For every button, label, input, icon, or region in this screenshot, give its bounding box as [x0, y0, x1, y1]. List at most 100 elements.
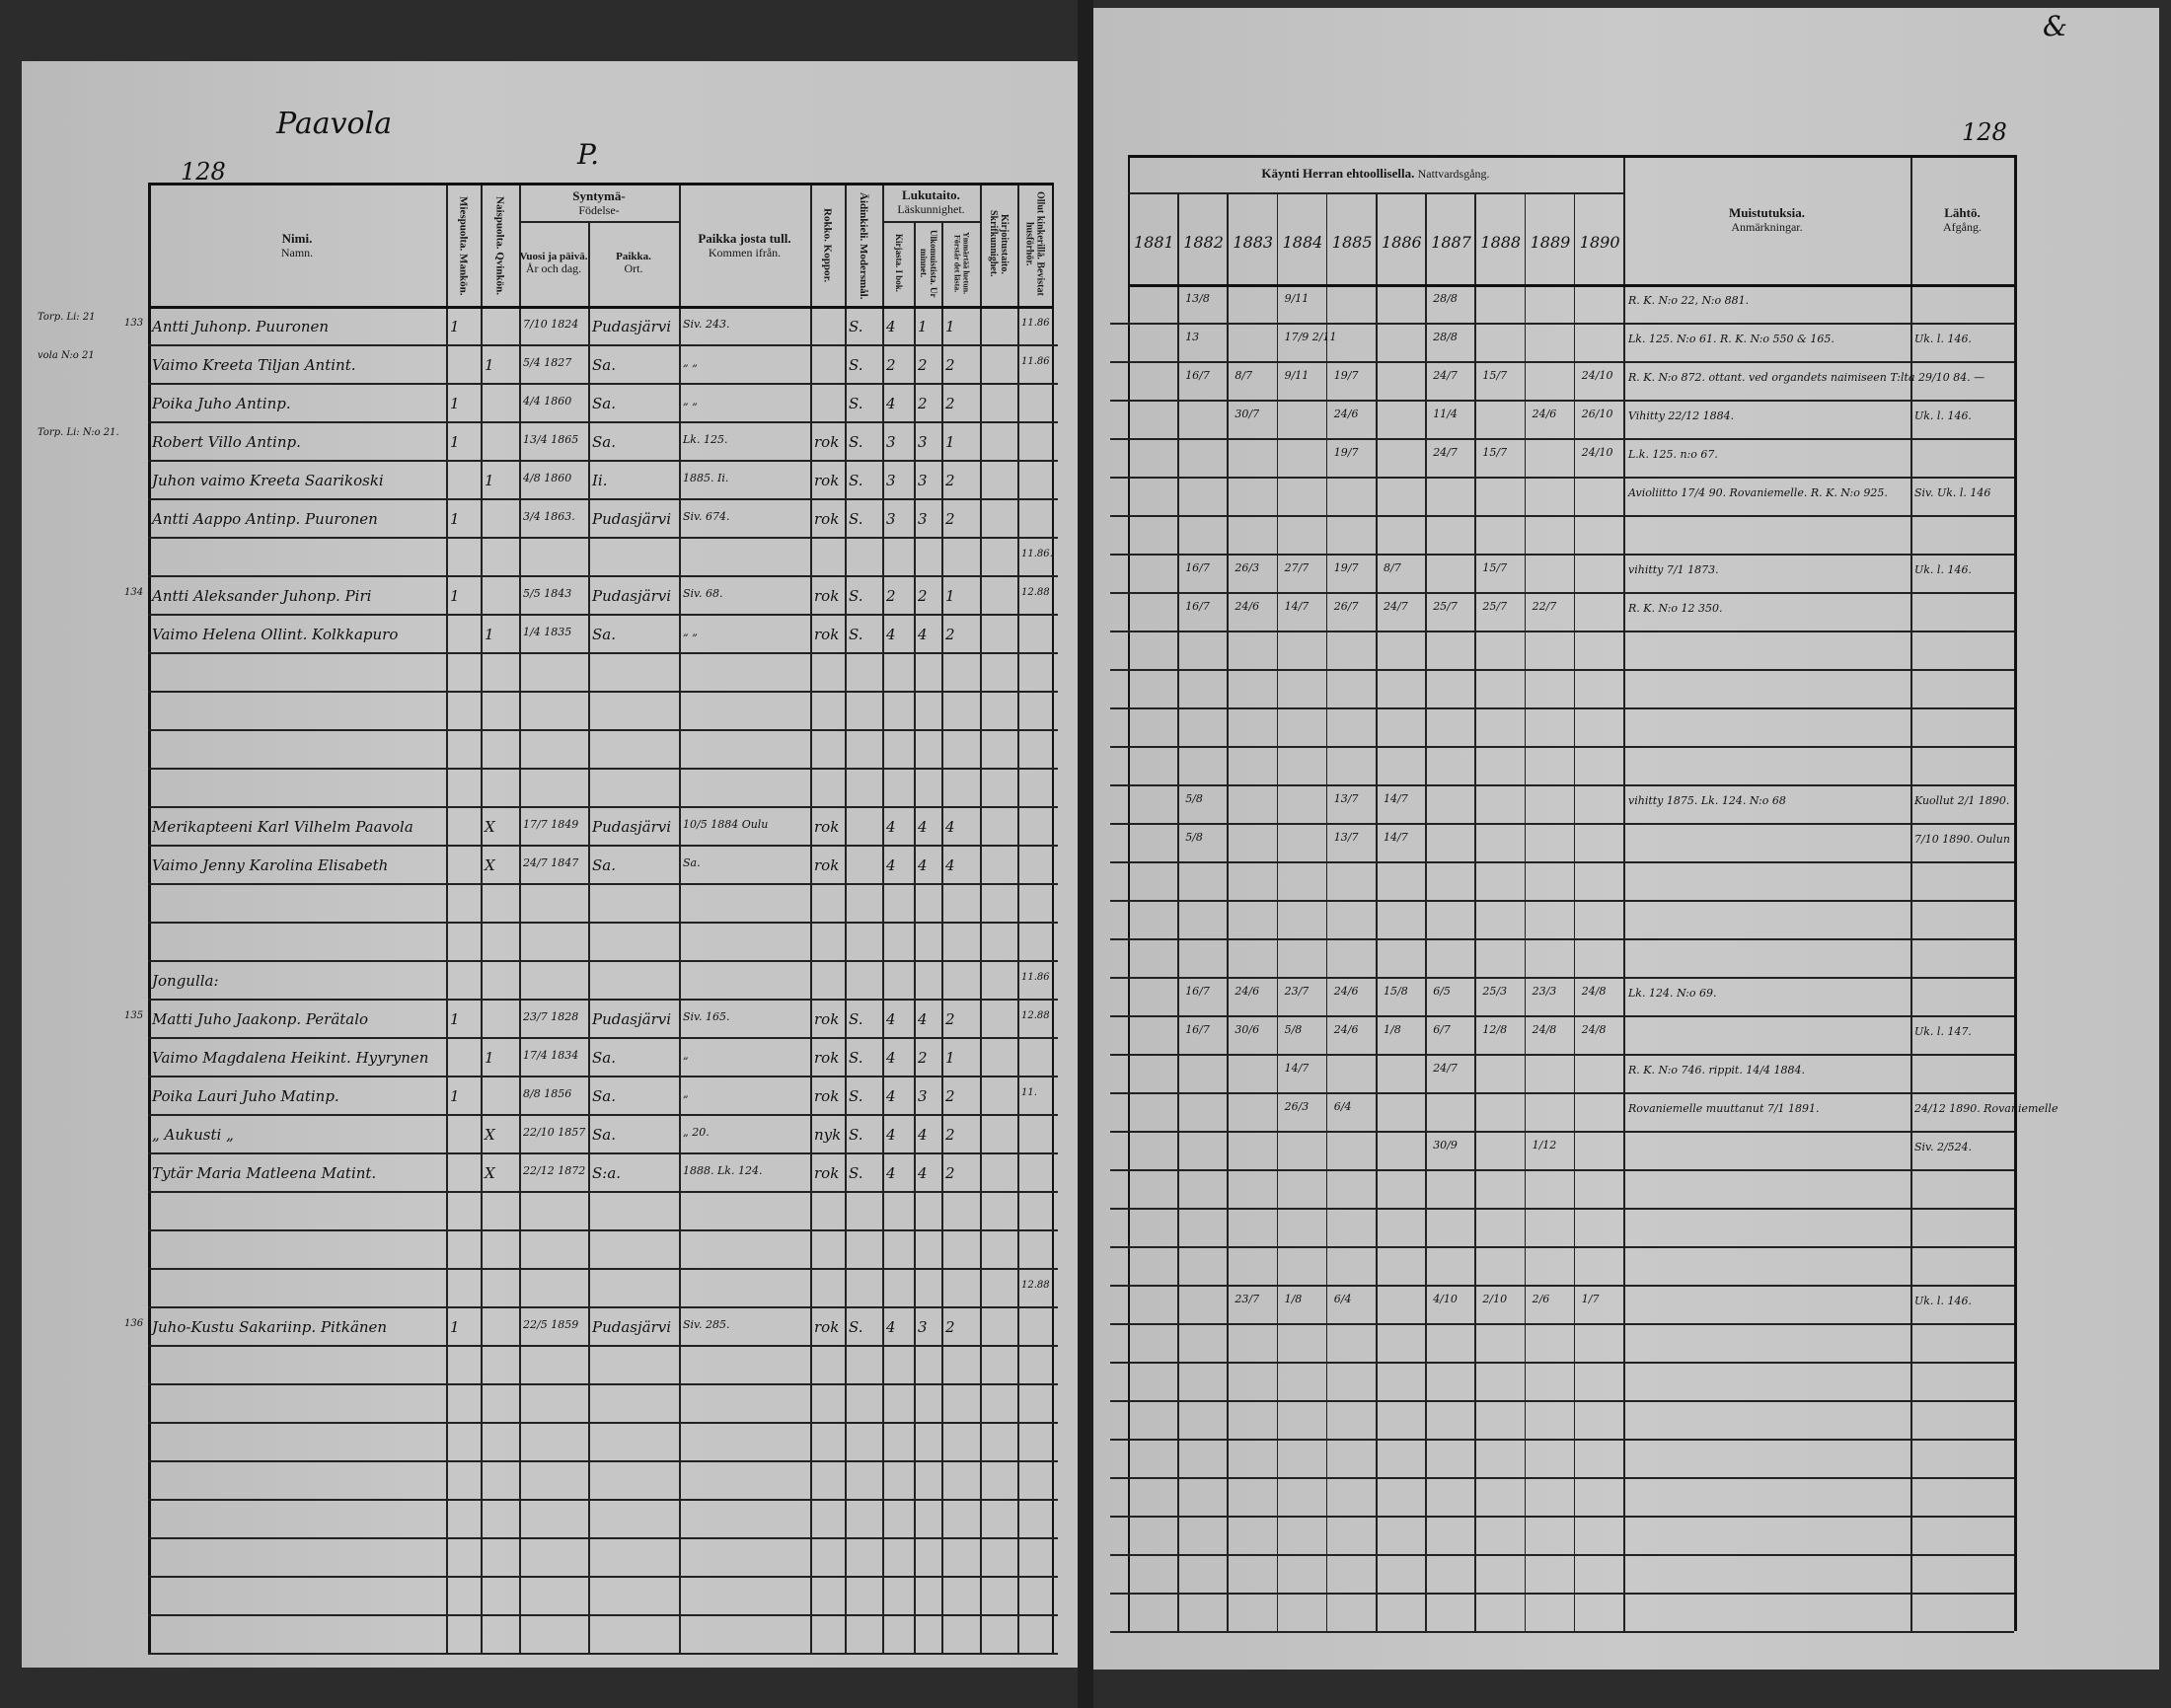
- reads-from-book: 4: [886, 1164, 896, 1182]
- smallpox-mark: nyk: [814, 1126, 842, 1144]
- communion-date: 19/7: [1333, 446, 1359, 459]
- communion-date: 1/12: [1532, 1139, 1557, 1151]
- communion-date: 24/6: [1333, 408, 1359, 420]
- communion-date: 14/7: [1384, 831, 1408, 844]
- row-line: [1110, 554, 2014, 556]
- row-line: [148, 1537, 1058, 1539]
- left-page: [22, 61, 1080, 1668]
- column-divider: [1325, 192, 1328, 1631]
- communion-subheader-divider: [1128, 192, 1623, 194]
- literacy-subheader-divider: [882, 221, 980, 223]
- person-name: Robert Villo Antinp.: [152, 433, 301, 451]
- understands-text: 2: [945, 1087, 955, 1105]
- departure-note: Uk. l. 146.: [1914, 1295, 1972, 1307]
- birth-place: S:a.: [592, 1164, 622, 1182]
- reads-from-memory: 3: [918, 1318, 928, 1336]
- year-header-1888: 1888: [1480, 233, 1522, 252]
- came-from: „ 20.: [683, 1126, 710, 1139]
- row-line: [1110, 592, 2014, 594]
- row-line: [1110, 1362, 2014, 1364]
- reads-from-memory: 4: [918, 856, 928, 874]
- birth-place: Pudasjärvi: [592, 1318, 672, 1336]
- row-line: [1110, 631, 2014, 632]
- birth-place: Sa.: [592, 1087, 616, 1105]
- column-divider: [1524, 192, 1527, 1631]
- mother-tongue: S.: [849, 1049, 863, 1067]
- reads-from-book: 2: [886, 356, 896, 374]
- reads-from-book: 4: [886, 818, 896, 836]
- communion-date: 24/10: [1581, 446, 1613, 459]
- header-smallpox: Rokko. Koppor.: [821, 208, 834, 283]
- male-mark: 1: [450, 510, 460, 528]
- communion-date: 5/8: [1185, 792, 1203, 805]
- remark: Lk. 124. N:o 69.: [1628, 987, 1717, 1000]
- communion-date: 28/8: [1433, 292, 1458, 305]
- year-header-1882: 1882: [1183, 233, 1224, 252]
- row-line: [1110, 1246, 2014, 1248]
- catechism-attendance: 11.86: [1021, 356, 1050, 367]
- birth-date: 5/4 1827: [523, 356, 572, 369]
- right-page-number: 128: [1962, 118, 2007, 146]
- communion-date: 2/6: [1532, 1293, 1550, 1305]
- remark: vihitty 7/1 1873.: [1628, 563, 1719, 576]
- communion-date: 19/7: [1333, 369, 1359, 382]
- came-from: 1888. Lk. 124.: [683, 1164, 763, 1177]
- communion-date: 16/7: [1185, 561, 1210, 574]
- reads-from-memory: 4: [918, 1126, 928, 1144]
- female-mark: X: [485, 856, 495, 874]
- birth-subheader-divider: [519, 221, 679, 223]
- reads-from-book: 4: [886, 1049, 896, 1067]
- departure-note: Siv. 2/524.: [1914, 1141, 1973, 1153]
- header-name-sv: Namn.: [280, 245, 314, 260]
- communion-date: 14/7: [1284, 1062, 1310, 1075]
- row-line: [148, 1576, 1058, 1578]
- column-divider: [2014, 155, 2017, 1631]
- remark: vihitty 1875. Lk. 124. N:o 68: [1628, 794, 1786, 807]
- year-header-1885: 1885: [1331, 233, 1373, 252]
- row-line: [148, 383, 1058, 385]
- smallpox-mark: rok: [814, 1049, 840, 1067]
- smallpox-mark: rok: [814, 510, 840, 528]
- header-from: Paikka josta tull. Kommen ifrån.: [698, 230, 791, 260]
- row-line: [148, 1499, 1058, 1501]
- birth-date: 24/7 1847: [523, 856, 579, 869]
- person-name: Juhon vaimo Kreeta Saarikoski: [152, 472, 384, 489]
- communion-date: 4/10: [1433, 1293, 1458, 1305]
- birth-place: Pudasjärvi: [592, 587, 672, 605]
- communion-date: 16/7: [1185, 369, 1210, 382]
- entry-number: 136: [124, 1318, 144, 1329]
- row-line: [148, 460, 1058, 462]
- row-line: [148, 575, 1058, 577]
- communion-date: 13/8: [1185, 292, 1210, 305]
- margin-note: Torp. Li: N:o 21.: [37, 427, 119, 438]
- person-name: Poika Lauri Juho Matinp.: [152, 1087, 339, 1105]
- communion-date: 30/6: [1235, 1023, 1260, 1036]
- row-line: [148, 1653, 1058, 1655]
- communion-date: 24/6: [1235, 985, 1260, 998]
- came-from: Lk. 125.: [683, 433, 728, 446]
- communion-date: 13/7: [1333, 792, 1359, 805]
- reads-from-memory: 3: [918, 510, 928, 528]
- person-name: Merikapteeni Karl Vilhelm Paavola: [152, 818, 413, 836]
- birth-place: Sa.: [592, 626, 616, 643]
- birth-place: Sa.: [592, 433, 616, 451]
- remark: Lk. 125. N:o 61. R. K. N:o 550 & 165.: [1628, 333, 1834, 345]
- communion-date: 25/7: [1482, 600, 1508, 613]
- header-bottom-border: [148, 306, 1052, 309]
- came-from: Siv. 285.: [683, 1318, 730, 1331]
- row-line: [148, 344, 1058, 346]
- row-line: [1110, 707, 2014, 709]
- column-divider: [1177, 192, 1179, 1631]
- departure-note: 7/10 1890. Oulun: [1914, 833, 2010, 846]
- communion-date: 9/11: [1284, 369, 1310, 382]
- communion-date: 19/7: [1333, 561, 1359, 574]
- row-line: [148, 1037, 1058, 1039]
- person-name: „ Aukusti „: [152, 1126, 234, 1144]
- row-line: [1110, 1554, 2014, 1556]
- communion-date: 6/4: [1333, 1100, 1352, 1113]
- header-birth: Syntymä- Födelse-: [572, 187, 626, 217]
- mother-tongue: S.: [849, 318, 863, 335]
- communion-date: 6/5: [1433, 985, 1451, 998]
- came-from: 1885. Ii.: [683, 472, 729, 484]
- entry-number: 134: [124, 587, 144, 598]
